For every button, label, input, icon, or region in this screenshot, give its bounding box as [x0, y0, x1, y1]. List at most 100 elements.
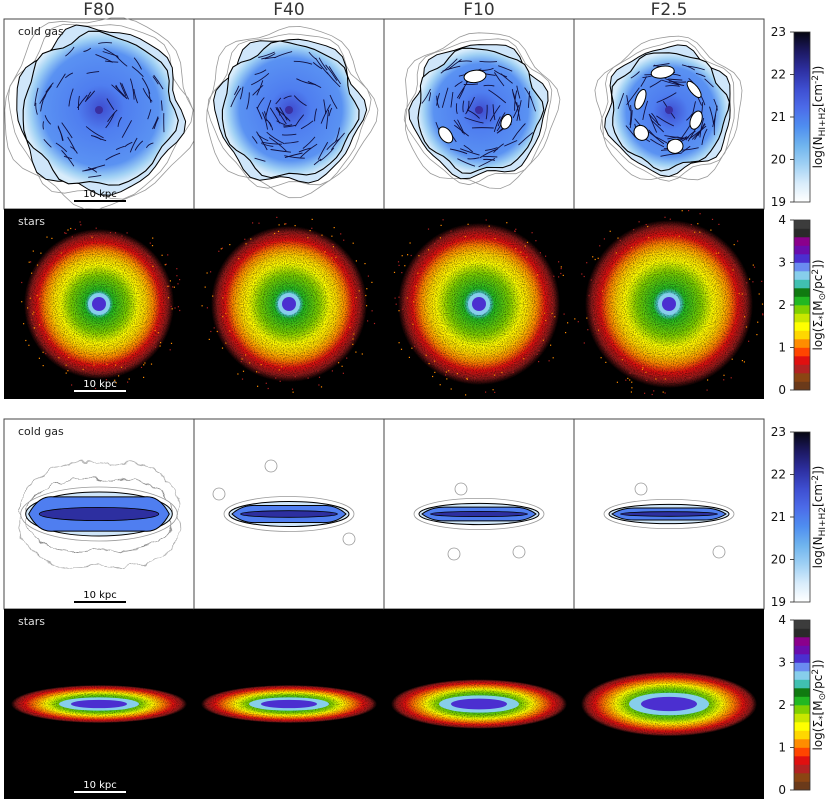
gas-contour-squiggle — [134, 140, 144, 151]
gas-contour-squiggle — [293, 95, 307, 107]
star-speckle — [45, 272, 47, 274]
star-speckle — [410, 254, 412, 257]
gas-center — [665, 106, 673, 114]
star-speckle — [241, 358, 243, 360]
star-speckle — [528, 346, 530, 348]
star-speckle — [281, 366, 283, 368]
gas-contour-squiggle — [493, 116, 501, 133]
colorbar-axis-label: log(NHI+H2[cm-2]) — [811, 66, 828, 169]
gas-contour-squiggle — [115, 55, 128, 67]
gas-contour-squiggle — [656, 115, 674, 127]
gas-contour-squiggle — [642, 100, 649, 120]
gas-contour-squiggle — [334, 127, 340, 143]
star-speckle — [526, 256, 528, 258]
star-speckle — [284, 223, 286, 225]
star-speckle — [169, 280, 171, 282]
gas-contour-squiggle — [68, 88, 74, 107]
colorbars: 1920212223log(NHI+H2[cm-2])01234log(Σ*[M… — [771, 25, 828, 797]
star-speckle — [124, 367, 126, 369]
bulge-core — [71, 699, 127, 709]
star-speckle — [106, 363, 108, 365]
gas-contour-squiggle — [455, 103, 458, 115]
star-speckle — [210, 330, 212, 333]
star-speckle — [157, 332, 159, 334]
gas-center — [95, 106, 103, 114]
star-speckle — [25, 339, 27, 342]
colorbar-step — [794, 739, 810, 748]
star-speckle — [762, 313, 764, 315]
star-speckle — [156, 273, 158, 275]
star-speckle — [746, 282, 748, 284]
gas-contour-squiggle — [699, 117, 705, 138]
gas-contour-squiggle — [458, 87, 465, 100]
star-speckle — [544, 312, 546, 314]
star-speckle — [761, 280, 763, 282]
star-speckle — [548, 299, 550, 301]
column-title-3: F2.5 — [651, 0, 688, 20]
star-speckle — [554, 316, 556, 318]
stars-face-on-panel-1 — [194, 209, 384, 399]
gas-contour-squiggle — [440, 58, 458, 74]
star-speckle — [730, 377, 732, 379]
gas-face-on-panel-0: cold gas 10 kpc — [3, 17, 199, 210]
star-speckle — [601, 279, 603, 281]
star-speckle — [79, 221, 81, 223]
colorbar-step — [794, 356, 810, 365]
star-speckle — [594, 295, 596, 297]
star-speckle — [143, 352, 145, 354]
star-speckle — [171, 308, 173, 310]
gas-contour-squiggle — [279, 106, 288, 121]
star-speckle — [586, 262, 588, 264]
colorbar-tick-label: 21 — [771, 510, 786, 524]
star-speckle — [756, 334, 758, 336]
star-speckle — [762, 314, 764, 316]
star-speckle — [633, 229, 635, 231]
star-speckle — [143, 364, 145, 366]
star-speckle — [170, 305, 172, 307]
star-speckle — [641, 241, 644, 243]
gas-contour-squiggle — [681, 64, 696, 71]
gas-contour-squiggle — [463, 83, 479, 85]
outer-contour — [207, 33, 372, 189]
star-speckle — [161, 254, 163, 256]
gas-contour-squiggle — [85, 90, 96, 102]
star-speckle — [647, 225, 649, 228]
star-speckle — [597, 329, 600, 331]
gas-contour-squiggle — [701, 128, 708, 146]
star-speckle — [664, 216, 666, 218]
gas-contour-squiggle — [712, 105, 718, 128]
star-speckle — [245, 354, 247, 356]
gas-edge-on-panel-0: cold gas 10 kpc — [3, 418, 195, 610]
star-speckle — [70, 362, 72, 364]
colorbar-step — [794, 756, 810, 765]
star-speckle — [285, 223, 287, 225]
star-speckle — [341, 365, 343, 367]
gas-contour-squiggle — [230, 87, 242, 108]
star-speckle — [524, 245, 526, 247]
star-speckle — [631, 387, 633, 389]
star-speckle — [276, 216, 278, 218]
star-speckle — [244, 238, 246, 240]
star-speckle — [219, 314, 221, 316]
colorbar-step — [794, 713, 810, 723]
star-speckle — [64, 232, 66, 234]
colorbar-step — [794, 628, 810, 638]
star-speckle — [225, 342, 227, 344]
colorbar-step — [794, 254, 810, 263]
star-speckle — [86, 366, 88, 368]
gas-contour-squiggle — [147, 109, 152, 120]
star-speckle — [366, 305, 368, 307]
gas-contour-squiggle — [252, 84, 264, 96]
outer-contour — [4, 17, 199, 210]
star-speckle — [542, 339, 544, 341]
star-speckle — [631, 381, 633, 383]
star-speckle — [65, 232, 67, 234]
star-speckle — [442, 219, 444, 221]
gas-contour-squiggle — [664, 78, 682, 86]
colorbar-gas-422: 19 20 21 22 23 log(NHI+H2[cm-2]) — [771, 425, 828, 609]
colorbar-step — [794, 347, 810, 357]
star-speckle — [40, 252, 42, 254]
panel-label-cold-gas: cold gas — [18, 25, 64, 38]
gas-contour-squiggle — [264, 56, 276, 60]
gas-contour-squiggle — [464, 117, 484, 124]
